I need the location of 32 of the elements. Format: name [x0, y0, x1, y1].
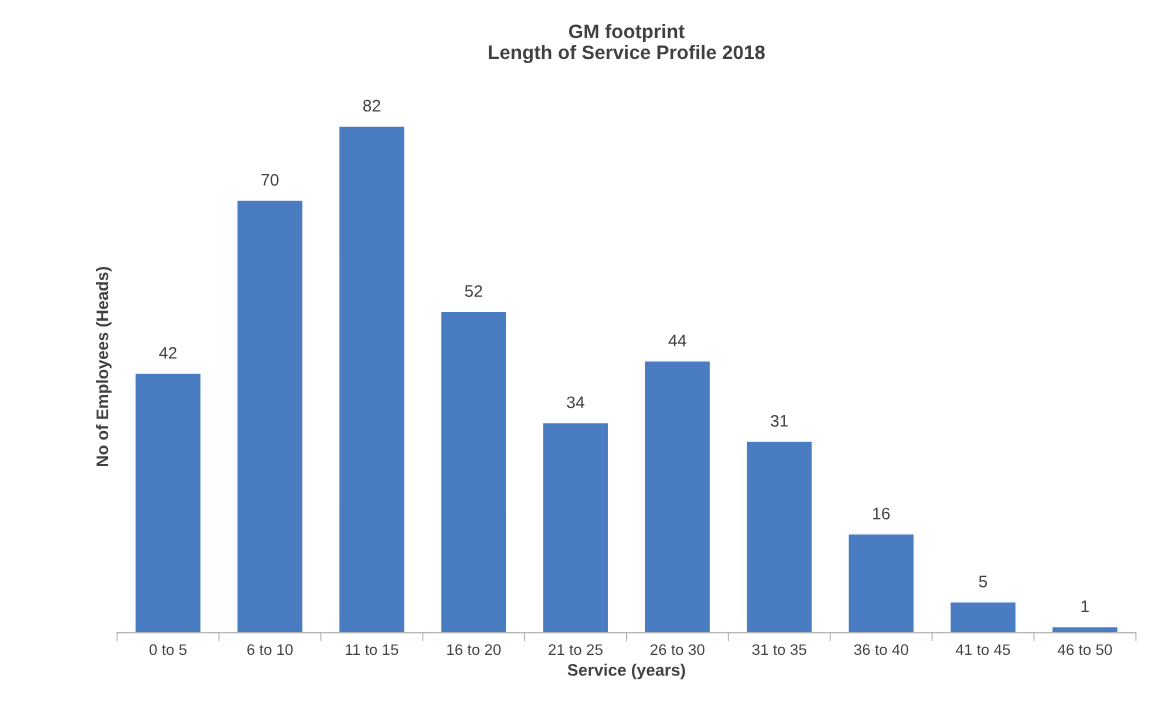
- bar: [134, 372, 202, 633]
- data-label: 70: [261, 173, 279, 186]
- x-tick-label: 26 to 30: [650, 644, 705, 656]
- data-label: 52: [465, 285, 483, 297]
- data-label: 42: [159, 346, 177, 359]
- x-tick-label: 41 to 45: [955, 644, 1011, 656]
- bar: [439, 310, 508, 633]
- x-tick-label: 36 to 40: [854, 644, 909, 656]
- x-tick-label: 0 to 5: [149, 644, 187, 656]
- bar: [847, 533, 915, 633]
- x-tick-label: 16 to 20: [447, 644, 501, 656]
- bar: [643, 360, 712, 633]
- x-tick-label: 46 to 50: [1057, 644, 1112, 656]
- x-tick-label: 31 to 35: [752, 644, 807, 656]
- data-label: 31: [770, 414, 788, 427]
- bar: [236, 199, 304, 633]
- data-label: 1: [1081, 600, 1089, 612]
- x-tick-label: 6 to 10: [247, 644, 293, 656]
- data-label: 16: [873, 507, 890, 520]
- y-axis-title: No of Employees (Heads): [96, 267, 112, 467]
- data-label: 34: [566, 396, 585, 409]
- data-label: 44: [668, 334, 687, 347]
- data-label: 5: [979, 575, 987, 588]
- chart-title: GM footprint Length of Service Profile 2018: [488, 23, 765, 64]
- x-axis-title: Service (years): [567, 663, 685, 680]
- bar: [949, 601, 1017, 633]
- bar: [745, 440, 814, 633]
- data-label: 82: [363, 99, 381, 112]
- x-tick-label: 11 to 15: [345, 644, 399, 656]
- x-tick-label: 21 to 25: [548, 644, 603, 656]
- bar: [337, 125, 406, 633]
- bar: [541, 421, 610, 633]
